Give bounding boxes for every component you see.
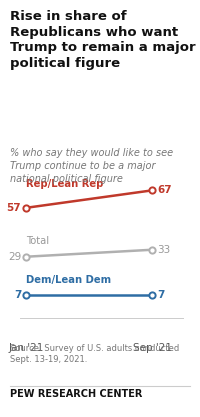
Text: 7: 7 [14,290,21,300]
Text: Rise in share of
Republicans who want
Trump to remain a major
political figure: Rise in share of Republicans who want Tr… [10,10,196,70]
Text: Total: Total [26,236,49,246]
Text: 57: 57 [7,203,21,213]
Text: Dem/Lean Dem: Dem/Lean Dem [26,275,111,285]
Text: 7: 7 [158,290,165,300]
Text: Source: Survey of U.S. adults conducted
Sept. 13-19, 2021.: Source: Survey of U.S. adults conducted … [10,344,179,364]
Text: 33: 33 [158,245,171,255]
Text: Rep/Lean Rep: Rep/Lean Rep [26,178,104,188]
Text: PEW RESEARCH CENTER: PEW RESEARCH CENTER [10,389,142,399]
Text: 29: 29 [8,252,21,262]
Text: % who say they would like to see
Trump continue to be a major
national political: % who say they would like to see Trump c… [10,148,173,184]
Text: 67: 67 [158,185,172,195]
